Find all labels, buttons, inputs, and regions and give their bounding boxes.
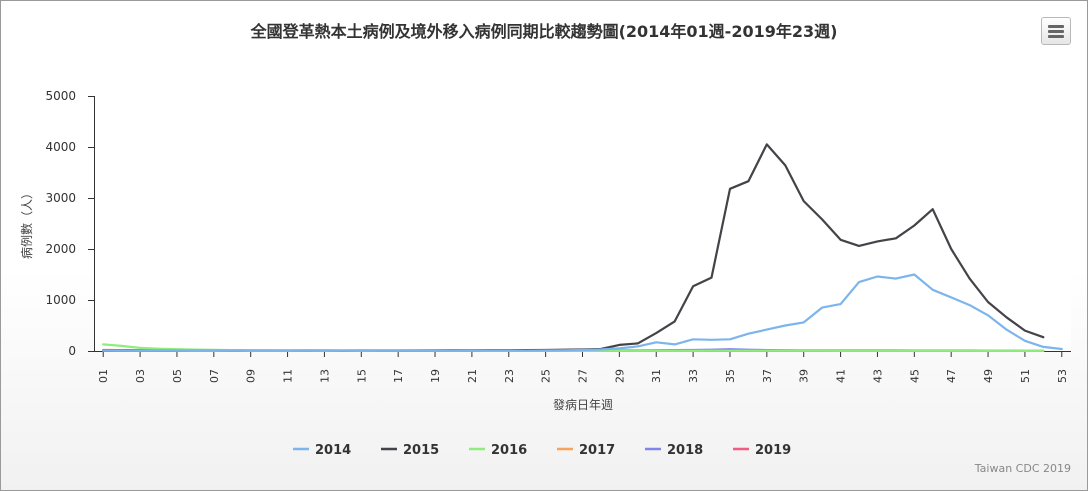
legend-item-2019[interactable]: 2019	[733, 443, 791, 458]
x-tick-label: 05	[171, 369, 184, 383]
legend-item-2014[interactable]: 2014	[293, 443, 351, 458]
legend-item-2018[interactable]: 2018	[645, 443, 703, 458]
legend-label: 2017	[579, 443, 615, 458]
legend-label: 2014	[315, 443, 351, 458]
x-tick-label: 09	[245, 369, 258, 383]
y-tick-label: 2000	[45, 242, 76, 256]
x-tick-label: 27	[577, 369, 590, 383]
x-tick-label: 23	[503, 369, 516, 383]
legend-item-2015[interactable]: 2015	[381, 443, 439, 458]
legend-label: 2016	[491, 443, 527, 458]
x-tick-label: 39	[798, 369, 811, 383]
series-line-2014	[102, 273, 1063, 352]
x-axis: 01 03 05 07 09 11 13 15 17 19 21 23 25 27 29 31 33 35 37 39…	[97, 351, 1069, 383]
chart-title: 全國登革熱本土病例及境外移入病例同期比較趨勢圖(2014年01週-2019年23…	[250, 22, 838, 41]
plot-area	[94, 96, 1071, 352]
x-tick-label: 13	[318, 369, 331, 383]
x-tick-label: 49	[982, 369, 995, 383]
x-tick-label: 11	[282, 369, 295, 383]
chart-context-menu-button[interactable]	[1041, 17, 1071, 45]
y-tick-label: 3000	[45, 191, 76, 205]
x-tick-label: 45	[908, 369, 921, 383]
legend-item-2016[interactable]: 2016	[469, 443, 527, 458]
legend-label: 2019	[755, 443, 791, 458]
y-tick-label: 1000	[45, 293, 76, 307]
x-tick-label: 19	[429, 369, 442, 383]
x-tick-label: 01	[97, 369, 110, 383]
x-tick-label: 31	[650, 369, 663, 383]
y-tick-label: 0	[68, 344, 76, 358]
credit-text[interactable]: Taiwan CDC 2019	[974, 462, 1071, 475]
x-tick-label: 47	[945, 369, 958, 383]
legend-label: 2018	[667, 443, 703, 458]
x-tick-label: 43	[871, 369, 884, 383]
plot-background	[94, 96, 1071, 351]
x-tick-label: 29	[613, 369, 626, 383]
legend-label: 2015	[403, 443, 439, 458]
x-tick-label: 33	[687, 369, 700, 383]
y-tick-label: 4000	[45, 140, 76, 154]
hamburger-menu-icon	[1048, 25, 1064, 28]
x-tick-label: 53	[1056, 369, 1069, 383]
x-tick-label: 21	[466, 369, 479, 383]
y-axis: 0 1000 2000 3000 4000 5000	[45, 89, 94, 358]
x-tick-label: 35	[724, 369, 737, 383]
hamburger-menu-icon-bar	[1048, 35, 1064, 38]
x-tick-label: 37	[761, 369, 774, 383]
y-axis-label: 病例數（人）	[19, 187, 34, 259]
legend-item-2017[interactable]: 2017	[557, 443, 615, 458]
legend[interactable]: 2014 2015 2016 2017 2018 2019	[293, 443, 791, 458]
hamburger-menu-icon-bar	[1048, 30, 1064, 33]
x-tick-label: 15	[355, 369, 368, 383]
x-tick-label: 25	[540, 369, 553, 383]
x-tick-label: 07	[208, 369, 221, 383]
x-axis-label: 發病日年週	[553, 397, 613, 412]
x-tick-label: 03	[134, 369, 147, 383]
series-lines	[102, 143, 1063, 352]
x-tick-label: 41	[835, 369, 848, 383]
x-tick-label: 17	[392, 369, 405, 383]
x-tick-label: 51	[1019, 369, 1032, 383]
y-tick-label: 5000	[45, 89, 76, 103]
